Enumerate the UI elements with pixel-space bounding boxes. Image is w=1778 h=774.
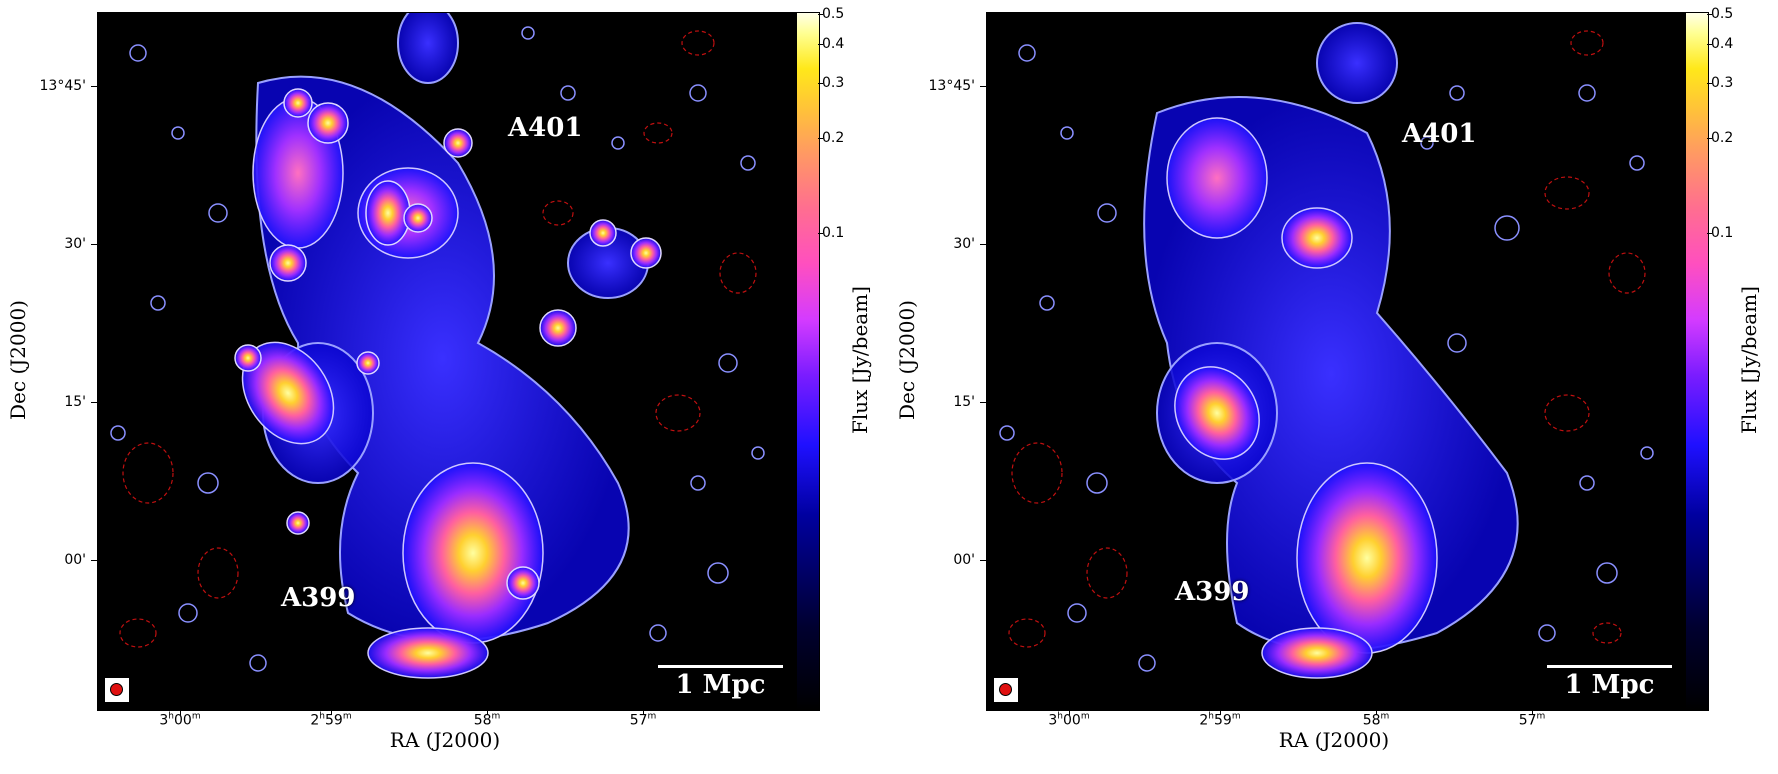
y-tick-mark bbox=[91, 86, 97, 87]
scale-bar-line bbox=[1547, 665, 1672, 668]
radio-map: A401 A399 1 Mpc bbox=[97, 12, 796, 711]
colorbar-tick-label: 0.1 bbox=[1711, 225, 1734, 241]
y-tick-label: 15' bbox=[64, 394, 86, 410]
scale-bar: 1 Mpc bbox=[658, 665, 783, 700]
right-panel: Dec (J2000) 13°45' 30' 15' 00' bbox=[889, 0, 1778, 774]
scale-bar: 1 Mpc bbox=[1547, 665, 1672, 700]
x-tick-label: 2h59m bbox=[1199, 711, 1241, 729]
y-tick-label: 00' bbox=[64, 552, 86, 568]
x-tick-mark bbox=[643, 709, 644, 715]
colorbar-tick-mark bbox=[818, 138, 823, 139]
y-tick-mark bbox=[980, 244, 986, 245]
scale-bar-line bbox=[658, 665, 783, 668]
y-tick-label: 15' bbox=[953, 394, 975, 410]
x-tick-mark bbox=[1532, 709, 1533, 715]
x-axis-label: RA (J2000) bbox=[1278, 728, 1390, 752]
x-tick-label: 57m bbox=[1518, 711, 1546, 729]
radio-emission-image bbox=[110, 13, 765, 679]
colorbar-label: Flux [Jy/beam] bbox=[1737, 286, 1761, 434]
colorbar-tick-mark bbox=[818, 83, 823, 84]
x-tick-mark bbox=[331, 709, 332, 715]
y-tick-label: 13°45' bbox=[39, 78, 86, 94]
x-tick-label: 3h00m bbox=[1048, 711, 1090, 729]
x-tick-mark bbox=[1220, 709, 1221, 715]
x-tick-label: 58m bbox=[1362, 711, 1390, 729]
radio-emission-image bbox=[999, 22, 1654, 679]
beam-marker bbox=[993, 677, 1019, 703]
colorbar-tick-label: 0.2 bbox=[822, 130, 845, 146]
x-axis-label: RA (J2000) bbox=[389, 728, 501, 752]
cluster-label-a401: A401 bbox=[508, 113, 583, 143]
y-tick-label: 30' bbox=[953, 236, 975, 252]
y-tick-label: 30' bbox=[64, 236, 86, 252]
y-tick-mark bbox=[91, 402, 97, 403]
scale-bar-label: 1 Mpc bbox=[675, 670, 766, 700]
x-tick-label: 58m bbox=[473, 711, 501, 729]
y-tick-label: 13°45' bbox=[928, 78, 975, 94]
colorbar-tick-label: 0.4 bbox=[822, 36, 845, 52]
left-panel: Dec (J2000) 13°45' 30' 15' 00' bbox=[6, 6, 872, 752]
scale-bar-label: 1 Mpc bbox=[1564, 670, 1655, 700]
colorbar bbox=[796, 12, 820, 711]
beam-marker bbox=[104, 677, 130, 703]
colorbar-tick-label: 0.3 bbox=[822, 75, 845, 91]
colorbar-tick-mark bbox=[1707, 14, 1712, 15]
colorbar-tick-mark bbox=[1707, 233, 1712, 234]
y-tick-mark bbox=[980, 402, 986, 403]
colorbar-label: Flux [Jy/beam] bbox=[848, 286, 872, 434]
colorbar-tick-label: 0.3 bbox=[1711, 75, 1734, 91]
colorbar-tick-label: 0.2 bbox=[1711, 130, 1734, 146]
colorbar-tick-mark bbox=[818, 14, 823, 15]
radio-map: A401 A399 1 Mpc bbox=[986, 12, 1685, 711]
x-tick-label: 2h59m bbox=[310, 711, 352, 729]
y-tick-mark bbox=[980, 560, 986, 561]
colorbar-tick-mark bbox=[818, 44, 823, 45]
x-tick-mark bbox=[180, 709, 181, 715]
y-tick-mark bbox=[91, 560, 97, 561]
colorbar-tick-mark bbox=[818, 233, 823, 234]
x-tick-label: 57m bbox=[629, 711, 657, 729]
colorbar-tick-label: 0.4 bbox=[1711, 36, 1734, 52]
colorbar bbox=[1685, 12, 1709, 711]
x-tick-mark bbox=[1069, 709, 1070, 715]
cluster-label-a399: A399 bbox=[281, 583, 356, 613]
x-tick-mark bbox=[487, 709, 488, 715]
colorbar-tick-label: 0.5 bbox=[1711, 6, 1734, 22]
cluster-label-a399: A399 bbox=[1175, 577, 1250, 607]
beam-dot bbox=[999, 683, 1012, 696]
beam-dot bbox=[110, 683, 123, 696]
colorbar-tick-mark bbox=[1707, 83, 1712, 84]
colorbar-tick-mark bbox=[1707, 44, 1712, 45]
colorbar-tick-label: 0.1 bbox=[822, 225, 845, 241]
x-tick-label: 3h00m bbox=[159, 711, 201, 729]
y-tick-mark bbox=[91, 244, 97, 245]
y-tick-mark bbox=[980, 86, 986, 87]
y-tick-label: 00' bbox=[953, 552, 975, 568]
colorbar-tick-mark bbox=[1707, 138, 1712, 139]
x-tick-mark bbox=[1376, 709, 1377, 715]
colorbar-tick-label: 0.5 bbox=[822, 6, 845, 22]
cluster-label-a401: A401 bbox=[1402, 119, 1477, 149]
